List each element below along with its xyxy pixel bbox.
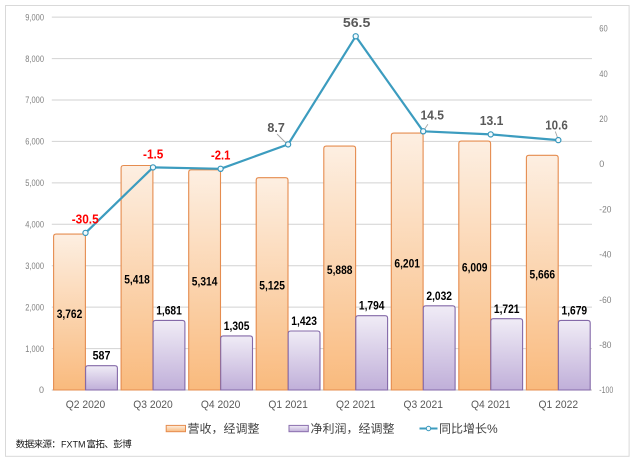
svg-text:Q1 2022: Q1 2022 <box>539 399 579 411</box>
svg-text:-1.5: -1.5 <box>143 146 163 161</box>
svg-text:7,000: 7,000 <box>25 95 44 105</box>
svg-text:5,000: 5,000 <box>25 178 44 188</box>
svg-text:20: 20 <box>599 114 607 124</box>
svg-text:%: % <box>487 422 498 436</box>
svg-text:-100: -100 <box>599 385 613 395</box>
svg-text:9,000: 9,000 <box>25 12 44 22</box>
svg-text:6,009: 6,009 <box>462 262 488 274</box>
svg-text:1,423: 1,423 <box>291 316 317 328</box>
svg-text:Q1 2021: Q1 2021 <box>268 399 308 411</box>
svg-text:5,888: 5,888 <box>327 265 353 277</box>
svg-text:5,418: 5,418 <box>124 275 150 287</box>
svg-text:56.5: 56.5 <box>343 15 371 30</box>
svg-text:6,000: 6,000 <box>25 137 44 147</box>
svg-text:40: 40 <box>599 69 607 79</box>
svg-text:2,032: 2,032 <box>426 291 452 303</box>
svg-text:5,314: 5,314 <box>192 277 218 289</box>
svg-text:Q2 2020: Q2 2020 <box>66 399 106 411</box>
svg-text:6,201: 6,201 <box>394 258 420 270</box>
svg-text:-40: -40 <box>599 250 611 260</box>
svg-text:Q3 2021: Q3 2021 <box>403 399 443 411</box>
svg-text:2,000: 2,000 <box>25 302 44 312</box>
svg-text:1,794: 1,794 <box>359 301 385 313</box>
svg-text:8,000: 8,000 <box>25 54 44 64</box>
svg-text:3,762: 3,762 <box>57 309 83 321</box>
svg-text:Q2 2021: Q2 2021 <box>336 399 376 411</box>
svg-text:1,681: 1,681 <box>156 305 182 317</box>
svg-text:5,666: 5,666 <box>530 269 556 281</box>
svg-text:-60: -60 <box>599 295 611 305</box>
svg-text:10.6: 10.6 <box>545 118 568 133</box>
svg-text:1,721: 1,721 <box>494 304 520 316</box>
svg-text:FXTM: FXTM <box>61 439 86 450</box>
svg-text:Q3 2020: Q3 2020 <box>133 399 173 411</box>
svg-text:14.5: 14.5 <box>420 108 444 123</box>
svg-text:1,679: 1,679 <box>562 306 588 318</box>
svg-text:Q4 2020: Q4 2020 <box>201 399 241 411</box>
svg-text:3,000: 3,000 <box>25 261 44 271</box>
svg-text:1,305: 1,305 <box>224 321 250 333</box>
svg-text:5,125: 5,125 <box>259 281 285 293</box>
svg-text:-80: -80 <box>599 340 611 350</box>
svg-text:60: 60 <box>599 24 607 34</box>
svg-text:Q4 2021: Q4 2021 <box>471 399 511 411</box>
svg-text:1,000: 1,000 <box>25 344 44 354</box>
svg-text:8.7: 8.7 <box>267 120 284 135</box>
svg-text:-30.5: -30.5 <box>72 212 99 227</box>
svg-text:587: 587 <box>93 351 111 363</box>
svg-text:-20: -20 <box>599 204 611 214</box>
svg-text:4,000: 4,000 <box>25 220 44 230</box>
svg-text:-2.1: -2.1 <box>211 147 230 162</box>
svg-text:0: 0 <box>39 385 44 395</box>
svg-text:0: 0 <box>599 159 604 169</box>
svg-text:13.1: 13.1 <box>480 113 504 128</box>
